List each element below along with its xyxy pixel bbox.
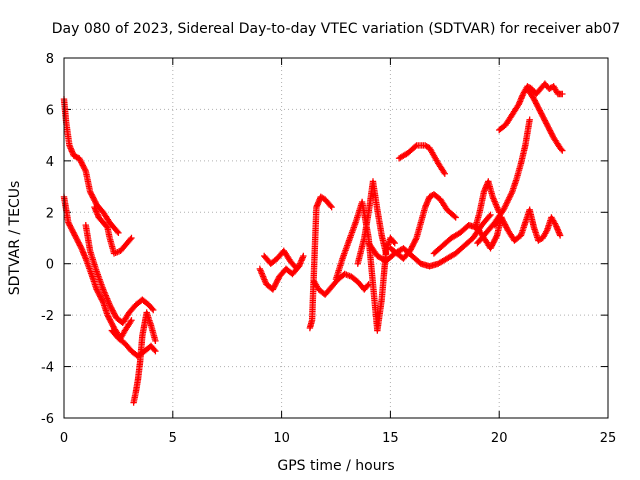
series-track-12 — [354, 178, 390, 267]
axis-ticks — [63, 57, 609, 419]
y-tick-labels: -6 -4 -2 0 2 4 6 8 — [41, 52, 54, 427]
x-tick-label: 25 — [600, 431, 617, 446]
series-track-10 — [311, 270, 372, 298]
chart-title: Day 080 of 2023, Sidereal Day-to-day VTE… — [52, 21, 621, 37]
x-tick-label: 5 — [169, 431, 177, 446]
series-track-6 — [130, 309, 159, 406]
y-tick-label: 4 — [46, 155, 54, 170]
y-tick-label: 8 — [46, 52, 54, 67]
y-tick-label: 0 — [46, 258, 54, 273]
series-track-8 — [260, 247, 301, 273]
series-track-18 — [472, 178, 503, 231]
y-tick-label: 2 — [46, 206, 54, 221]
data-points — [60, 80, 566, 406]
series-track-3 — [91, 203, 135, 257]
series-track-4 — [82, 221, 157, 327]
y-tick-label: -6 — [41, 412, 54, 427]
series-track-19 — [491, 206, 564, 244]
x-tick-label: 10 — [273, 431, 290, 446]
y-axis-label: SDTVAR / TECUs — [7, 181, 23, 296]
y-tick-label: -2 — [41, 309, 54, 324]
y-tick-label: 6 — [46, 103, 54, 118]
series-track-21 — [524, 85, 566, 154]
series-track-20 — [496, 80, 566, 134]
x-tick-label: 20 — [491, 431, 508, 446]
series-track-9 — [306, 193, 335, 332]
grid — [64, 58, 608, 418]
x-tick-label: 15 — [382, 431, 399, 446]
x-tick-label: 0 — [60, 431, 68, 446]
series-track-1 — [60, 95, 122, 237]
series-track-15 — [395, 142, 448, 177]
x-axis-label: GPS time / hours — [277, 458, 394, 474]
plot-frame — [63, 57, 609, 419]
series-track-14 — [387, 191, 459, 262]
x-tick-labels: 0 5 10 15 20 25 — [60, 431, 616, 446]
y-tick-label: -4 — [41, 361, 54, 376]
